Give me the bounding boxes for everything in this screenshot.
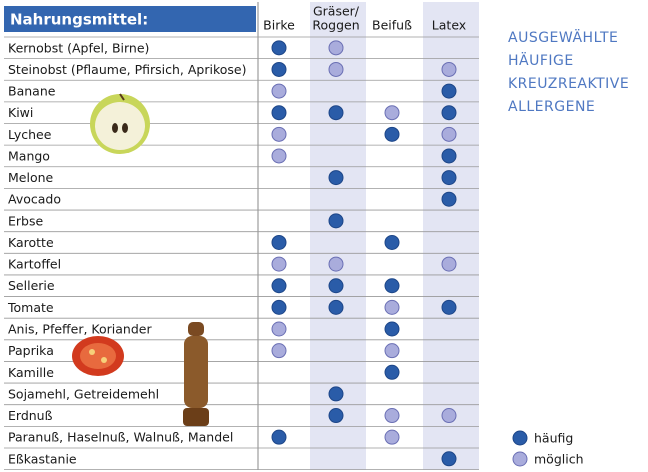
legend: häufig möglich — [512, 430, 584, 467]
reaction-dot — [384, 429, 400, 445]
food-name: Sellerie — [8, 278, 55, 293]
reaction-dot — [271, 83, 287, 99]
header-title: Nahrungsmittel: — [10, 11, 148, 29]
column-header: Gräser/ — [313, 4, 360, 19]
reaction-dot — [441, 126, 457, 142]
food-name: Eßkastanie — [8, 451, 77, 466]
food-name: Kiwi — [8, 105, 33, 120]
reaction-dot — [441, 191, 457, 207]
food-name: Avocado — [8, 192, 61, 207]
side-title-line: HÄUFIGE — [508, 51, 574, 69]
side-title-line: KREUZREAKTIVE — [508, 76, 629, 92]
legend-label: häufig — [534, 431, 573, 446]
column-header: Beifuß — [372, 18, 412, 33]
reaction-dot — [441, 170, 457, 186]
reaction-dot — [441, 408, 457, 424]
food-name: Erdnuß — [8, 408, 53, 423]
tomato-illustration — [72, 336, 124, 376]
legend-dot — [512, 451, 528, 467]
reaction-dot — [441, 83, 457, 99]
reaction-dot — [384, 364, 400, 380]
side-title-line: AUSGEWÄHLTE — [508, 28, 618, 46]
food-name: Sojamehl, Getreidemehl — [8, 386, 159, 401]
food-name: Erbse — [8, 213, 43, 228]
reaction-dot — [328, 213, 344, 229]
reaction-dot — [328, 408, 344, 424]
food-name: Paranuß, Haselnuß, Walnuß, Mandel — [8, 430, 233, 445]
food-name: Anis, Pfeffer, Koriander — [8, 322, 152, 337]
reaction-dot — [384, 234, 400, 250]
reaction-dot — [271, 126, 287, 142]
food-name: Mango — [8, 148, 50, 163]
reaction-dot — [328, 61, 344, 77]
reaction-dot — [271, 256, 287, 272]
reaction-dot — [271, 105, 287, 121]
column-header: Roggen — [312, 18, 359, 33]
food-name: Kamille — [8, 365, 54, 380]
reaction-dot — [271, 429, 287, 445]
pepper-mill-illustration — [183, 322, 209, 426]
reaction-dot — [441, 451, 457, 467]
food-name: Steinobst (Pflaume, Pfirsich, Aprikose) — [8, 62, 246, 77]
food-name: Paprika — [8, 343, 54, 358]
reaction-dot — [384, 105, 400, 121]
reaction-dot — [384, 408, 400, 424]
reaction-dot — [271, 40, 287, 56]
reaction-dot — [328, 278, 344, 294]
reaction-dot — [271, 278, 287, 294]
food-name: Kartoffel — [8, 257, 61, 272]
reaction-dot — [384, 126, 400, 142]
apple-illustration — [90, 93, 150, 154]
reaction-dot — [441, 299, 457, 315]
reaction-dot — [384, 278, 400, 294]
reaction-dot — [328, 256, 344, 272]
reaction-dot — [328, 40, 344, 56]
reaction-dot — [271, 234, 287, 250]
reaction-dot — [271, 299, 287, 315]
column-header: Latex — [432, 18, 466, 33]
reaction-dot — [441, 61, 457, 77]
food-name: Banane — [8, 84, 56, 99]
reaction-dot — [328, 386, 344, 402]
reaction-dot — [441, 256, 457, 272]
reaction-dot — [328, 105, 344, 121]
food-name: Kernobst (Apfel, Birne) — [8, 40, 149, 55]
reaction-dot — [384, 321, 400, 337]
column-header: Birke — [263, 18, 295, 33]
reaction-dot — [271, 148, 287, 164]
reaction-dot — [271, 61, 287, 77]
legend-label: möglich — [534, 452, 584, 467]
food-name: Lychee — [8, 127, 52, 142]
reaction-dot — [328, 299, 344, 315]
rows: Kernobst (Apfel, Birne) Steinobst (Pflaum… — [4, 36, 479, 471]
reaction-dot — [441, 105, 457, 121]
reaction-dot — [384, 299, 400, 315]
reaction-dot — [271, 343, 287, 359]
reaction-dot — [328, 170, 344, 186]
reaction-dot — [441, 148, 457, 164]
side-title-line: ALLERGENE — [508, 99, 595, 115]
reaction-dot — [384, 343, 400, 359]
side-title: AUSGEWÄHLTE HÄUFIGE KREUZREAKTIVE ALLERGENE — [508, 28, 629, 115]
legend-dot — [512, 430, 528, 446]
reaction-dot — [271, 321, 287, 337]
header-bar — [4, 6, 256, 32]
food-name: Tomate — [7, 300, 54, 315]
food-name: Karotte — [8, 235, 54, 250]
food-name: Melone — [8, 170, 54, 185]
